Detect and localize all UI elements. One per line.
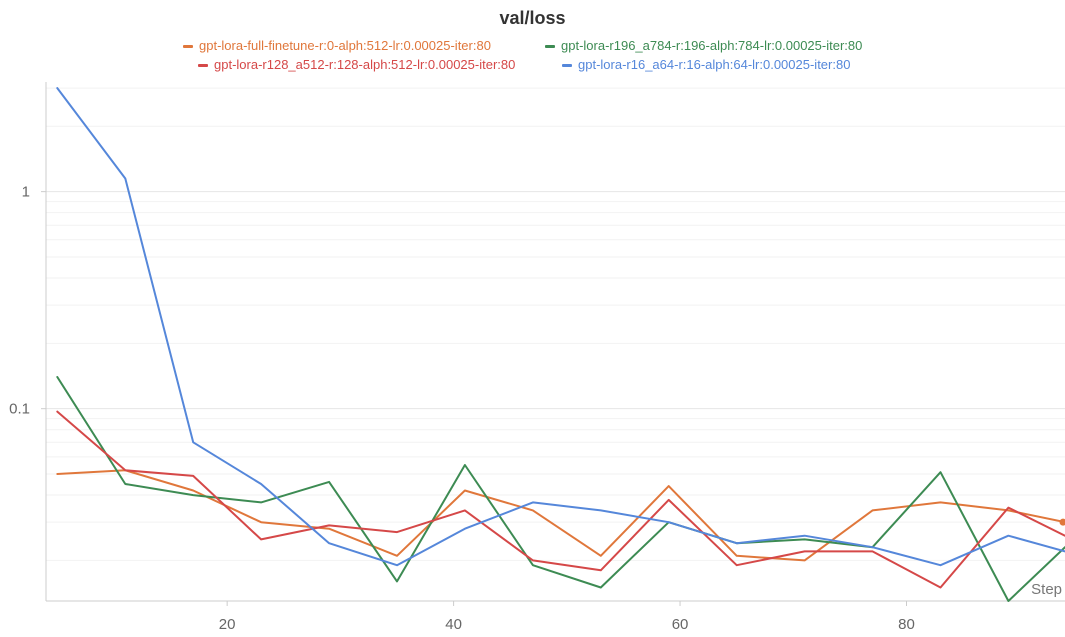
series-line-0[interactable]	[56, 469, 1065, 562]
x-tick-label: 20	[219, 616, 236, 633]
x-tick-label: 80	[898, 616, 915, 633]
legend-label-r16: gpt-lora-r16_a64-r:16-alph:64-lr:0.00025…	[578, 57, 851, 72]
series-line-1[interactable]	[56, 376, 1065, 602]
legend-swatch-full-finetune	[183, 45, 193, 49]
y-tick-label: 1	[22, 184, 30, 201]
legend-item-r128[interactable]: gpt-lora-r128_a512-r:128-alph:512-lr:0.0…	[198, 57, 515, 72]
grid-lines	[46, 87, 1065, 561]
x-tick-label: 40	[445, 616, 462, 633]
series-line-3[interactable]	[56, 87, 1065, 567]
x-tick-label: 60	[672, 616, 689, 633]
legend-label-full-finetune: gpt-lora-full-finetune-r:0-alph:512-lr:0…	[199, 38, 491, 53]
series-endpoint-marker	[1059, 518, 1065, 526]
series-lines	[56, 87, 1065, 602]
legend-item-r196[interactable]: gpt-lora-r196_a784-r:196-alph:784-lr:0.0…	[545, 38, 862, 53]
series-line-2[interactable]	[56, 410, 1065, 589]
legend-item-full-finetune[interactable]: gpt-lora-full-finetune-r:0-alph:512-lr:0…	[183, 38, 491, 53]
axes	[45, 82, 1065, 602]
y-tick-label: 0.1	[9, 401, 30, 418]
legend-label-r196: gpt-lora-r196_a784-r:196-alph:784-lr:0.0…	[561, 38, 863, 53]
legend-label-r128: gpt-lora-r128_a512-r:128-alph:512-lr:0.0…	[214, 57, 516, 72]
tick-labels: 20 40 60 80 0.1 1	[9, 184, 915, 633]
legend-item-r16[interactable]: gpt-lora-r16_a64-r:16-alph:64-lr:0.00025…	[562, 57, 850, 72]
legend-swatch-r196	[545, 45, 555, 49]
x-axis-label: Step	[1031, 581, 1062, 598]
legend-swatch-r128	[198, 64, 208, 68]
legend-swatch-r16	[562, 64, 572, 68]
chart-title: val/loss	[499, 8, 566, 28]
